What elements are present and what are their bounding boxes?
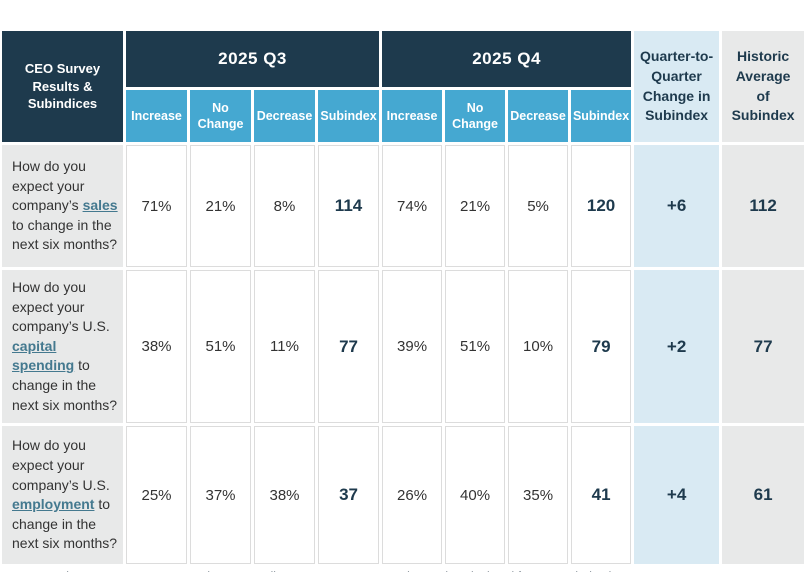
q3-increase-value: 71% [126, 145, 187, 267]
q4-subindex-value: 120 [571, 145, 632, 267]
table-body: How do you expect your company’s sales t… [2, 145, 805, 565]
qtq-change-value: +2 [634, 270, 720, 424]
q4-no-change-value: 21% [445, 145, 506, 267]
survey-table: CEO Survey Results & Subindices 2025 Q3 … [0, 28, 807, 567]
q3-decrease-value: 11% [254, 270, 315, 424]
footnote: *Note: Totals may not sum to 100% due to… [3, 570, 810, 572]
q4-decrease-value: 10% [508, 270, 569, 424]
historic-average-value: 77 [722, 270, 805, 424]
question-cell-sales: How do you expect your company’s sales t… [2, 145, 123, 267]
sales-link[interactable]: sales [82, 197, 118, 214]
subheader-q4-decrease: Decrease [508, 90, 569, 142]
question-text-post: to change in the next six months? [12, 216, 118, 253]
question-text-post: to change in the next six months? [12, 357, 118, 413]
q3-decrease-value: 8% [254, 145, 315, 267]
question-text-pre: How do you expect your company’s U.S. [12, 279, 110, 335]
q4-decrease-value: 35% [508, 426, 569, 565]
table-row-capital-spending: How do you expect your company’s U.S. ca… [2, 270, 805, 424]
q3-subindex-value: 37 [318, 426, 380, 565]
quarter-q3-header: 2025 Q3 [126, 31, 380, 87]
subheader-q3-decrease: Decrease [254, 90, 315, 142]
q3-increase-value: 38% [126, 270, 187, 424]
historic-average-header: Historic Average of Subindex [722, 31, 805, 142]
subheader-row: Increase No Change Decrease Subindex Inc… [2, 90, 804, 142]
q3-no-change-value: 21% [190, 145, 251, 267]
question-cell-capital-spending: How do you expect your company’s U.S. ca… [2, 270, 123, 424]
subheader-q4-subindex: Subindex [571, 90, 632, 142]
qtq-change-value: +4 [634, 426, 720, 565]
subheader-q3-subindex: Subindex [318, 90, 380, 142]
q3-increase-value: 25% [126, 426, 187, 565]
quarter-q4-header: 2025 Q4 [382, 31, 632, 87]
subheader-q4-increase: Increase [382, 90, 443, 142]
q3-subindex-value: 114 [318, 145, 380, 267]
q4-subindex-value: 41 [571, 426, 632, 565]
q4-increase-value: 74% [382, 145, 443, 267]
q4-no-change-value: 51% [445, 270, 506, 424]
question-text-pre: How do you expect your company’s [12, 158, 86, 214]
capital-spending-link[interactable]: capital spending [12, 337, 75, 374]
subheader-q4-no-change: No Change [445, 90, 506, 142]
subheader-q3-increase: Increase [126, 90, 187, 142]
subheader-q3-no-change: No Change [190, 90, 251, 142]
q3-no-change-value: 37% [190, 426, 251, 565]
table-corner-header: CEO Survey Results & Subindices [2, 31, 123, 142]
q4-subindex-value: 79 [571, 270, 632, 424]
qtq-change-value: +6 [634, 145, 720, 267]
q3-subindex-value: 77 [318, 270, 380, 424]
q4-increase-value: 26% [382, 426, 443, 565]
historic-average-value: 61 [722, 426, 805, 565]
question-text-post: to change in the next six months? [12, 496, 118, 552]
qtq-change-header: Quarter-to- Quarter Change in Subindex [634, 31, 720, 142]
historic-average-value: 112 [722, 145, 805, 267]
quarter-header-row: CEO Survey Results & Subindices 2025 Q3 … [2, 31, 805, 142]
q4-increase-value: 39% [382, 270, 443, 424]
question-cell-employment: How do you expect your company’s U.S. em… [2, 426, 123, 565]
table-row-sales: How do you expect your company’s sales t… [2, 145, 805, 267]
question-text-pre: How do you expect your company’s U.S. [12, 437, 110, 493]
table-row-employment: How do you expect your company’s U.S. em… [2, 426, 805, 565]
employment-link[interactable]: employment [12, 496, 95, 513]
q3-no-change-value: 51% [190, 270, 251, 424]
table-header: CEO Survey Results & Subindices 2025 Q3 … [2, 31, 805, 142]
q3-decrease-value: 38% [254, 426, 315, 565]
q4-no-change-value: 40% [445, 426, 506, 565]
q4-decrease-value: 5% [508, 145, 569, 267]
